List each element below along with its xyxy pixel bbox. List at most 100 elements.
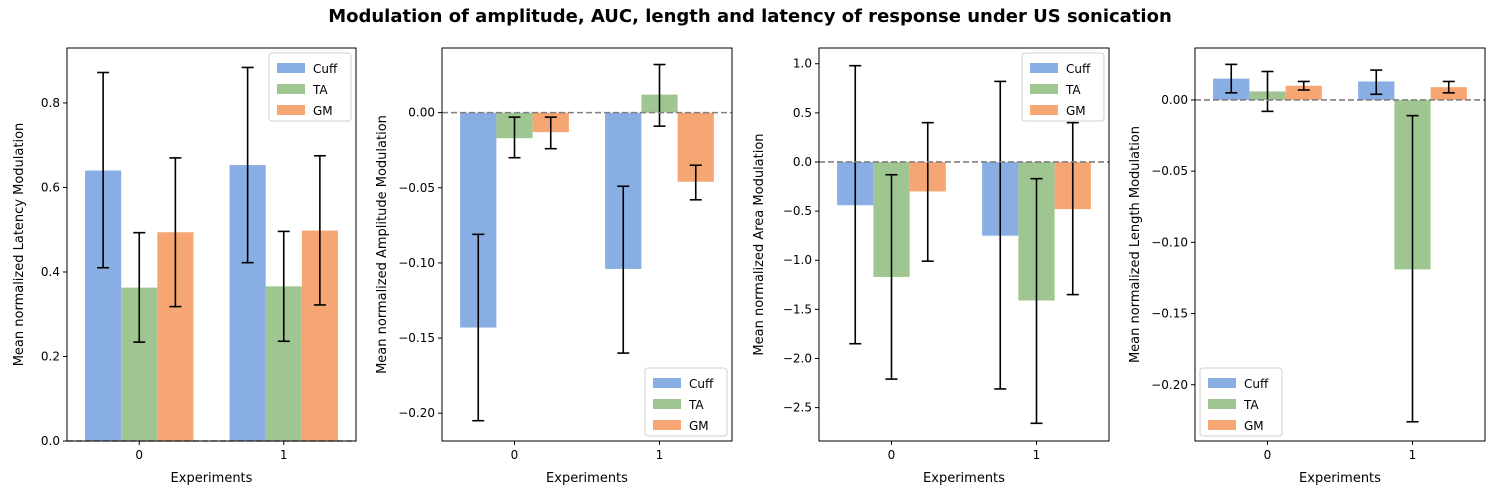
x-tick-label: 0: [1264, 448, 1272, 462]
x-tick-label: 1: [656, 448, 664, 462]
subplot-1: 0.0 0.2 0.4 0.6 0.8 0 1 Experiments Mean normali…: [12, 47, 357, 486]
subplot-3: −2.5 −2.0 −1.5 −1.0 −0.5 0.0 0.5 1.0 0 1 Experimen…: [752, 47, 1110, 486]
legend-label-cuff: Cuff: [1066, 62, 1091, 76]
errorbar-cuff-1: [617, 185, 630, 354]
y-axis-label: Mean normalized Amplitude Modulation: [375, 115, 390, 374]
x-tick-label: 1: [1033, 448, 1041, 462]
legend-swatch-ta: [1208, 399, 1236, 409]
errorbar-cuff-1: [994, 80, 1007, 390]
bar-gm-0: [1285, 85, 1322, 100]
errorbar-ta-0: [133, 231, 146, 343]
y-tick-label: 0.2: [41, 349, 60, 363]
legend-swatch-gm: [1030, 105, 1058, 115]
y-axis-label: Mean normalized Latency Modulation: [12, 123, 27, 367]
x-axis-label: Experiments: [546, 471, 628, 486]
x-axis-label: Experiments: [1299, 471, 1381, 486]
errorbar-ta-0: [508, 116, 521, 159]
legend-label-cuff: Cuff: [689, 377, 714, 391]
legend-swatch-gm: [277, 105, 305, 115]
errorbar-cuff-1: [1370, 69, 1383, 96]
legend-swatch-gm: [653, 420, 681, 430]
legend-label-gm: GM: [1244, 419, 1264, 433]
legend: Cuff TA GM: [644, 367, 728, 437]
y-tick-label: 0.0: [793, 155, 812, 169]
legend-label-cuff: Cuff: [1244, 377, 1269, 391]
y-tick-label: 1.0: [793, 57, 812, 71]
x-tick-label: 0: [511, 448, 519, 462]
y-tick-label: 0.00: [408, 106, 435, 120]
legend-label-ta: TA: [1065, 83, 1081, 97]
legend-label-ta: TA: [688, 398, 704, 412]
errorbar-cuff-0: [97, 71, 110, 269]
y-tick-label: 0.6: [41, 180, 60, 194]
y-tick-label: −0.05: [398, 181, 435, 195]
y-tick-label: −0.20: [398, 406, 435, 420]
x-tick-label: 1: [1409, 448, 1417, 462]
y-tick-label: −0.05: [1151, 164, 1188, 178]
legend: Cuff TA GM: [1021, 52, 1105, 122]
legend-label-ta: TA: [312, 83, 328, 97]
y-tick-label: 0.5: [793, 106, 812, 120]
x-axis-label: Experiments: [923, 471, 1005, 486]
legend-label-cuff: Cuff: [313, 62, 338, 76]
legend-label-gm: GM: [1066, 104, 1086, 118]
y-tick-label: −0.15: [1151, 307, 1188, 321]
axes-frame: [66, 47, 357, 442]
errorbar-cuff-0: [849, 64, 862, 345]
errorbar-gm-1: [1442, 80, 1455, 94]
y-tick-label: −0.10: [1151, 235, 1188, 249]
legend-label-gm: GM: [313, 104, 333, 118]
y-axis-label: Mean normalized Length Modulation: [1128, 126, 1143, 363]
y-tick-label: 0.00: [1161, 93, 1188, 107]
y-tick-label: −0.5: [783, 204, 812, 218]
errorbar-gm-1: [313, 154, 326, 306]
legend-label-ta: TA: [1243, 398, 1259, 412]
y-tick-label: −1.0: [783, 253, 812, 267]
errorbar-ta-1: [1406, 114, 1419, 423]
errorbar-gm-0: [921, 121, 934, 263]
axes-frame: [818, 47, 1110, 442]
legend-swatch-cuff: [1208, 378, 1236, 388]
legend-swatch-ta: [1030, 84, 1058, 94]
legend-swatch-ta: [277, 84, 305, 94]
x-axis-label: Experiments: [171, 471, 253, 486]
legend-label-gm: GM: [689, 419, 709, 433]
errorbar-gm-1: [1066, 121, 1079, 296]
y-tick-label: 0.0: [41, 434, 60, 448]
errorbar-ta-1: [653, 63, 666, 127]
x-tick-label: 0: [888, 448, 896, 462]
legend-swatch-cuff: [653, 378, 681, 388]
errorbar-ta-1: [1030, 177, 1043, 425]
errorbar-ta-0: [1261, 70, 1274, 113]
errorbar-cuff-0: [472, 233, 485, 422]
subplot-4: −0.20 −0.15 −0.10 −0.05 0.00 0 1 Experiments Mea…: [1128, 47, 1486, 486]
legend: Cuff TA GM: [268, 52, 352, 122]
errorbar-ta-1: [277, 230, 290, 343]
axes-frame: [441, 47, 733, 442]
legend-swatch-cuff: [1030, 63, 1058, 73]
figure-title: Modulation of amplitude, AUC, length and…: [328, 6, 1172, 27]
y-tick-label: −2.5: [783, 401, 812, 415]
errorbar-cuff-1: [241, 66, 254, 264]
errorbar-gm-1: [689, 164, 702, 201]
y-tick-label: 0.8: [41, 96, 60, 110]
y-tick-label: −0.15: [398, 331, 435, 345]
legend-swatch-ta: [653, 399, 681, 409]
x-tick-label: 0: [135, 448, 143, 462]
errorbar-gm-0: [544, 116, 557, 150]
errorbar-gm-0: [169, 157, 182, 308]
y-tick-label: 0.4: [41, 265, 60, 279]
legend-swatch-cuff: [277, 63, 305, 73]
axes-frame: [1194, 47, 1486, 442]
errorbar-ta-0: [885, 173, 898, 380]
legend: Cuff TA GM: [1199, 367, 1283, 437]
x-tick-label: 1: [280, 448, 288, 462]
errorbar-gm-0: [1297, 80, 1310, 91]
subplot-2: −0.20 −0.15 −0.10 −0.05 0.00 0 1 Experiments Mea…: [375, 47, 733, 486]
y-tick-label: −2.0: [783, 351, 812, 365]
y-tick-label: −0.20: [1151, 378, 1188, 392]
legend-swatch-gm: [1208, 420, 1236, 430]
errorbar-cuff-0: [1225, 63, 1238, 94]
